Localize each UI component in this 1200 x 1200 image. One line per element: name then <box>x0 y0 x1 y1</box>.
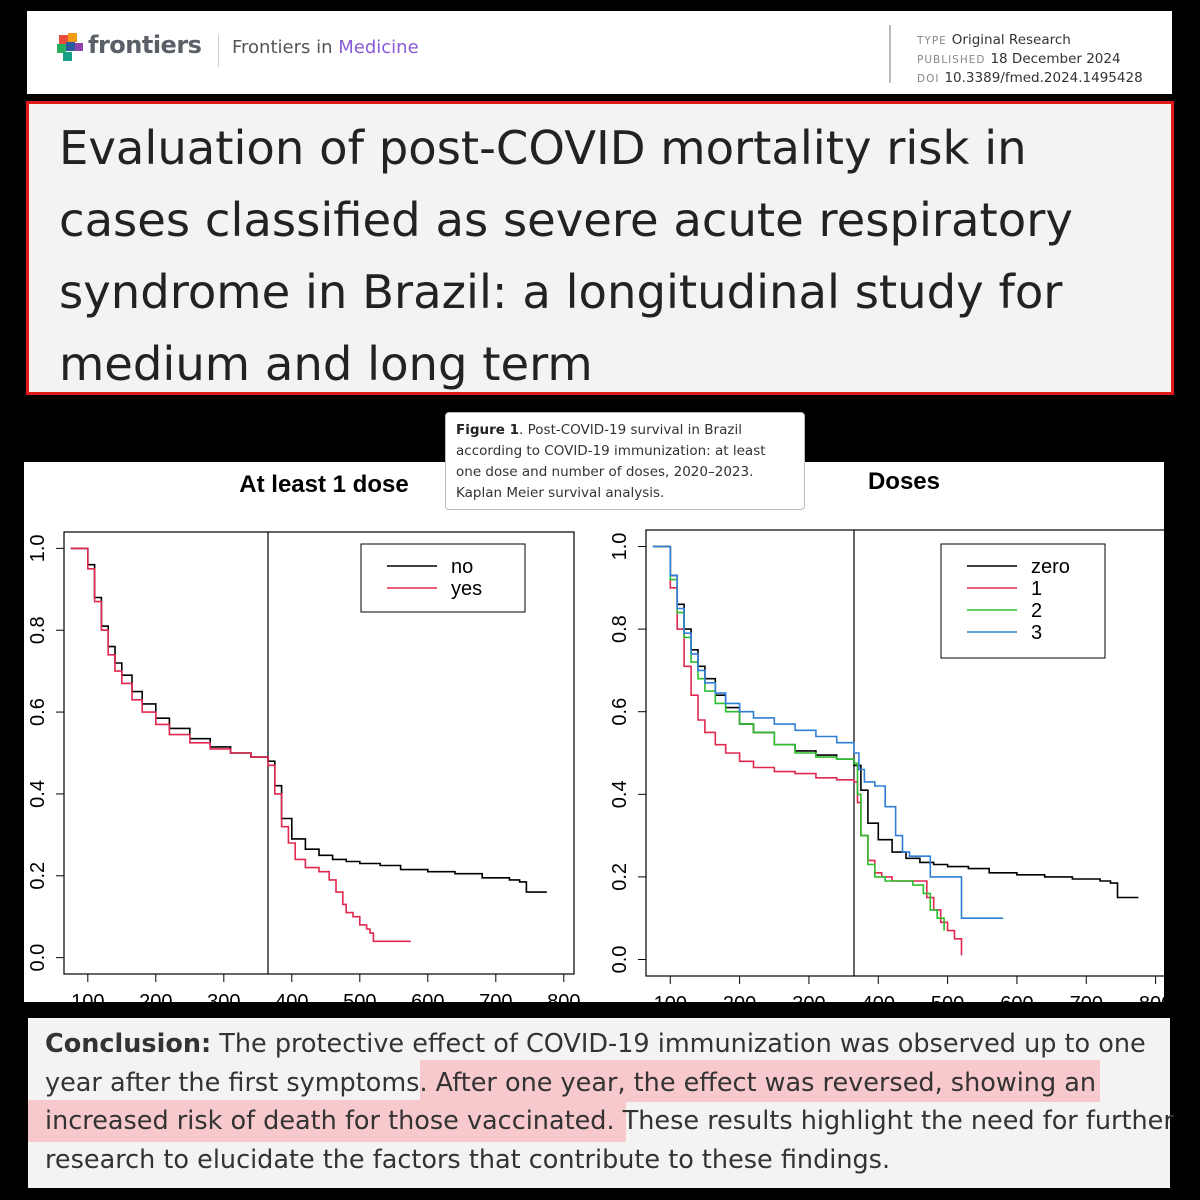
x-tick-label: 800 <box>547 991 580 1002</box>
x-tick-label: 800 <box>1139 993 1164 1002</box>
meta-doi-label: DOI <box>917 73 940 85</box>
x-tick-label: 200 <box>139 991 172 1002</box>
meta-divider <box>889 25 891 83</box>
x-tick-label: 700 <box>479 991 512 1002</box>
y-tick-label: 0.4 <box>609 780 631 808</box>
chart-panel-1: At least 1 dose 100 200 300 400 500 600 700 800 0… <box>27 471 580 1013</box>
chart-panel-2: Doses 100 200 300 400 500 600 700 800 0.0 0.2 0.4 0.… <box>609 468 1172 1015</box>
legend-label-no: no <box>451 556 473 578</box>
legend-box <box>360 543 526 613</box>
x-tick-label: 300 <box>207 991 240 1002</box>
chart-title: Doses <box>868 468 940 495</box>
brand-name: frontiers <box>88 31 202 59</box>
x-tick-label: 300 <box>792 993 825 1002</box>
article-meta: TYPE Original Research PUBLISHED 18 Decemb… <box>917 31 1143 88</box>
x-tick-label: 200 <box>723 993 756 1002</box>
journal-prefix: Frontiers in <box>232 37 333 58</box>
x-tick-label: 500 <box>931 993 964 1002</box>
meta-type-value: Original Research <box>951 32 1071 48</box>
journal-header: frontiers Frontiers in Medicine TYPE Orig… <box>27 11 1172 94</box>
meta-published-row: PUBLISHED 18 December 2024 <box>917 50 1143 69</box>
article-title: Evaluation of post-COVID mortality risk … <box>59 121 1073 391</box>
x-tick-label: 100 <box>654 993 687 1002</box>
conclusion-before: The protective effect of COVID-19 immuni… <box>45 1029 1146 1098</box>
figure-caption: Figure 1. Post-COVID-19 survival in Braz… <box>445 412 805 510</box>
x-tick-label: 700 <box>1070 993 1103 1002</box>
series-line-yes <box>70 547 411 943</box>
y-tick-label: 0.0 <box>609 946 631 974</box>
y-tick-label: 0.8 <box>609 615 631 643</box>
conclusion-text: Conclusion: The protective effect of COV… <box>45 1025 1175 1179</box>
journal-title: Frontiers in Medicine <box>232 37 419 58</box>
y-tick-label: 0.6 <box>609 698 631 726</box>
caption-label: Figure 1 <box>456 422 520 438</box>
frontiers-logo-icon <box>57 33 83 61</box>
legend-label-yes: yes <box>451 578 482 600</box>
conclusion-after: These results highlight the need for fur… <box>45 1106 1174 1175</box>
x-tick-label: 400 <box>275 991 308 1002</box>
survival-charts: At least 1 dose 100 200 300 400 500 600 700 800 0… <box>27 468 1172 1015</box>
legend-box <box>940 543 1106 659</box>
y-tick-label: 1.0 <box>27 534 49 562</box>
meta-published-value: 18 December 2024 <box>990 51 1121 67</box>
x-tick-label: 100 <box>71 991 104 1002</box>
figure-panel: At least 1 dose 100 200 300 400 500 600 700 800 0… <box>24 462 1172 1015</box>
x-tick-label: 400 <box>862 993 895 1002</box>
highlight-bar-2 <box>28 1100 626 1142</box>
legend-label-2: 2 <box>1031 600 1042 622</box>
title-box: Evaluation of post-COVID mortality risk … <box>26 101 1174 395</box>
y-tick-label: 0.8 <box>27 616 49 644</box>
series-line-3 <box>652 545 1004 919</box>
y-tick-label: 0.6 <box>27 698 49 726</box>
legend-label-zero: zero <box>1031 556 1070 578</box>
caption-text: . Post-COVID-19 survival in Brazil accor… <box>456 422 766 501</box>
y-tick-label: 0.0 <box>27 944 49 972</box>
highlight-bar-1 <box>420 1060 1100 1102</box>
journal-name: Medicine <box>338 37 419 58</box>
conclusion-highlight: After one year, the effect was reversed,… <box>45 1067 1097 1137</box>
x-tick-label: 500 <box>343 991 376 1002</box>
conclusion-label: Conclusion: <box>45 1029 212 1059</box>
meta-type-label: TYPE <box>917 35 947 47</box>
header-divider <box>218 35 219 67</box>
frontiers-logo: frontiers <box>57 31 207 69</box>
meta-type-row: TYPE Original Research <box>917 31 1143 50</box>
series-line-2 <box>652 545 945 931</box>
y-tick-label: 0.2 <box>27 862 49 890</box>
y-tick-label: 0.4 <box>27 780 49 808</box>
y-tick-label: 0.2 <box>609 863 631 891</box>
plot-frame <box>63 531 575 975</box>
meta-published-label: PUBLISHED <box>917 54 986 66</box>
y-tick-label: 1.0 <box>609 533 631 561</box>
legend-label-3: 3 <box>1031 622 1042 644</box>
meta-doi-row: DOI 10.3389/fmed.2024.1495428 <box>917 69 1143 88</box>
x-tick-label: 600 <box>1000 993 1033 1002</box>
legend-label-1: 1 <box>1031 578 1042 600</box>
chart-title: At least 1 dose <box>239 471 408 498</box>
x-tick-label: 600 <box>411 991 444 1002</box>
meta-doi-value: 10.3389/fmed.2024.1495428 <box>944 70 1143 86</box>
